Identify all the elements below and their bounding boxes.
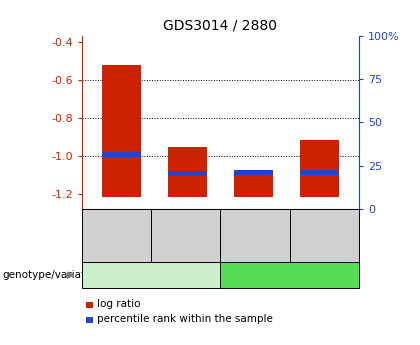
Bar (168, 147, 207, 197)
Bar (102, 152, 141, 157)
Bar (234, 173, 273, 197)
Bar (86, 302, 93, 308)
Text: GSM74503: GSM74503 (181, 209, 191, 262)
Bar (234, 170, 273, 175)
Bar (168, 171, 207, 176)
Text: GSM74502: GSM74502 (250, 209, 260, 262)
Text: wild type: wild type (126, 270, 177, 280)
Bar (102, 65, 141, 197)
Text: GSM74501: GSM74501 (112, 209, 121, 262)
Text: genotype/variation: genotype/variation (2, 270, 101, 280)
Text: mmi1 mutant: mmi1 mutant (252, 270, 328, 280)
Text: GSM74504: GSM74504 (320, 209, 329, 262)
Bar (300, 139, 339, 197)
Bar (300, 170, 339, 175)
Text: log ratio: log ratio (97, 299, 140, 308)
Title: GDS3014 / 2880: GDS3014 / 2880 (163, 18, 278, 32)
Bar (86, 317, 93, 323)
Text: percentile rank within the sample: percentile rank within the sample (97, 314, 273, 324)
